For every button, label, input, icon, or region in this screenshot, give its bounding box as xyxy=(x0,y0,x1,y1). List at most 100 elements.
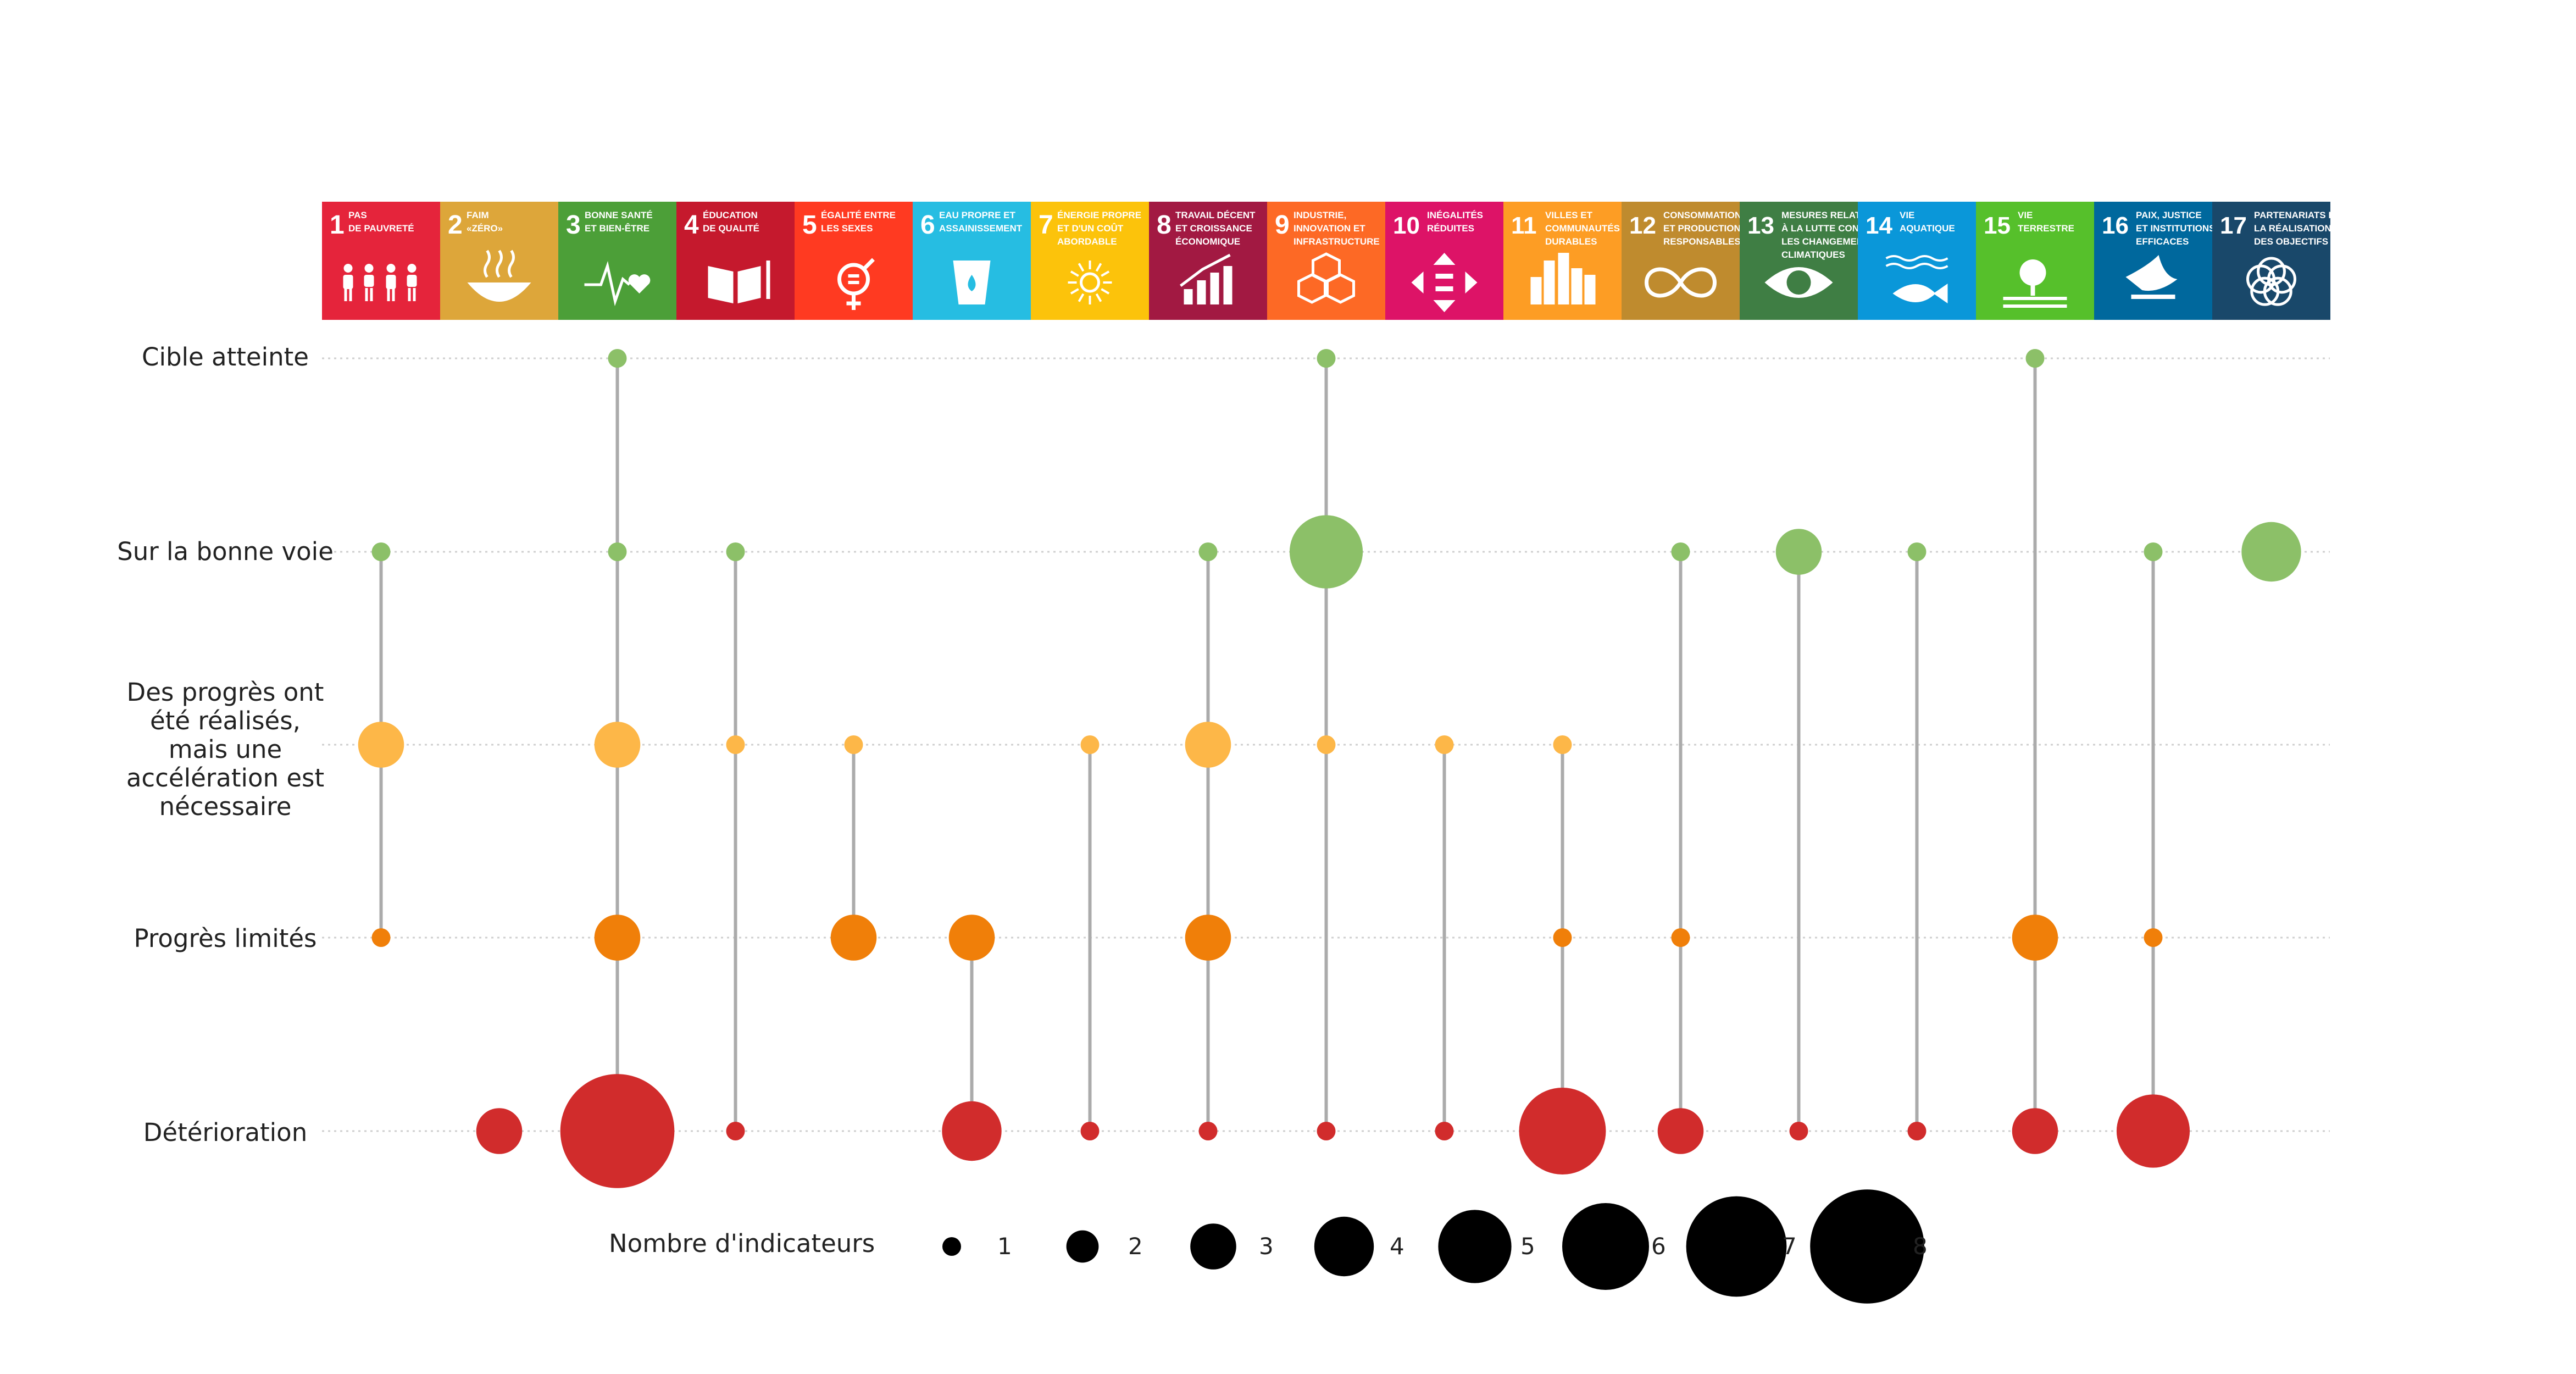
point-sdg-11-acceleration xyxy=(1553,735,1572,754)
legend-circle-2 xyxy=(1066,1230,1099,1263)
point-sdg-3-limites xyxy=(594,915,641,961)
legend-label-3: 3 xyxy=(1259,1233,1274,1260)
point-sdg-3-deterioration xyxy=(560,1074,675,1188)
sdg-label-line: ET PRODUCTION xyxy=(1663,223,1741,234)
sdg-label-line: MESURES RELATIVES xyxy=(1781,210,1882,220)
legend-label-5: 5 xyxy=(1520,1233,1535,1260)
point-sdg-8-acceleration xyxy=(1185,722,1231,768)
point-sdg-14-bonne_voie xyxy=(1907,542,1927,561)
sdg-label-line: PAS xyxy=(348,210,367,220)
sdg-label-line: PARTENARIATS POUR xyxy=(2254,210,2356,220)
sdg-number: 11 xyxy=(1511,212,1537,239)
sdg-number: 15 xyxy=(1984,212,2011,239)
point-sdg-1-limites xyxy=(371,928,391,947)
sdg-number: 6 xyxy=(920,210,935,240)
y-label-acceleration: Des progrès ont été réalisés, mais une a… xyxy=(126,678,325,821)
y-label-cible: Cible atteinte xyxy=(142,342,309,372)
sdg-tile-14: 14 VIE AQUATIQUE xyxy=(1858,202,1976,320)
point-sdg-9-acceleration xyxy=(1317,735,1336,754)
sdg-label-line: VIE xyxy=(1900,210,1914,220)
book-icon xyxy=(708,261,770,303)
city-icon xyxy=(1530,253,1596,304)
point-sdg-11-limites xyxy=(1553,928,1572,947)
point-sdg-17-bonne_voie xyxy=(2241,522,2301,582)
sdg-number: 3 xyxy=(566,210,581,240)
legend-label-1: 1 xyxy=(997,1233,1012,1260)
tree-icon xyxy=(2003,259,2067,308)
growth-icon xyxy=(1180,253,1233,304)
sdg-label-line: INDUSTRIE, xyxy=(1293,210,1346,220)
point-sdg-4-deterioration xyxy=(726,1122,745,1140)
y-label-deterioration: Détérioration xyxy=(143,1118,308,1147)
point-sdg-16-deterioration xyxy=(2116,1094,2190,1168)
heartbeat-icon xyxy=(584,261,651,307)
legend-label-8: 8 xyxy=(1913,1233,1928,1260)
sdg-tile-2: 2 FAIM «ZÉRO» xyxy=(440,202,558,320)
sdg-label-line: ET INSTITUTIONS xyxy=(2136,223,2216,234)
legend-label-2: 2 xyxy=(1128,1233,1143,1260)
sdg-label-line: DE PAUVRETÉ xyxy=(348,223,414,234)
family-icon xyxy=(343,264,417,301)
sdg-number: 12 xyxy=(1629,212,1656,239)
sdg-label-line: BONNE SANTÉ xyxy=(585,210,653,220)
sdg-tile-13: 13 MESURES RELATIVES À LA LUTTE CONTRE LES … xyxy=(1740,202,1882,320)
sdg-tile-16: 16 PAIX, JUSTICE ET INSTITUTIONS EFFICACES xyxy=(2094,202,2216,320)
sdg-number: 17 xyxy=(2220,212,2247,239)
sdg-label-line: EAU PROPRE ET xyxy=(939,210,1015,220)
point-sdg-13-deterioration xyxy=(1789,1122,1808,1140)
sdg-tile-11: 11 VILLES ET COMMUNAUTÉS DURABLES xyxy=(1503,202,1622,320)
sdg-label-line: RÉDUITES xyxy=(1427,223,1474,234)
sdg-tile-5: 5 ÉGALITÉ ENTRE LES SEXES xyxy=(795,202,913,320)
legend-circle-7 xyxy=(1686,1196,1787,1297)
legend-label-6: 6 xyxy=(1651,1233,1666,1260)
legend-circle-1 xyxy=(942,1237,961,1256)
point-sdg-9-deterioration xyxy=(1317,1122,1336,1140)
sdg-number: 9 xyxy=(1275,210,1290,240)
sdg-tile-15: 15 VIE TERRESTRE xyxy=(1976,202,2094,320)
sdg-label-line: INNOVATION ET xyxy=(1293,223,1365,234)
point-sdg-16-limites xyxy=(2144,928,2163,947)
point-sdg-7-acceleration xyxy=(1080,735,1100,754)
sdg-label-line: INÉGALITÉS xyxy=(1427,210,1483,220)
sdg-label-line: CLIMATIQUES xyxy=(1781,250,1845,260)
sdg-tile-6: 6 EAU PROPRE ET ASSAINISSEMENT xyxy=(913,202,1031,320)
point-sdg-3-bonne_voie xyxy=(608,542,627,561)
rings-icon xyxy=(2246,257,2297,306)
sdg-label-line: ASSAINISSEMENT xyxy=(939,223,1023,234)
sdg-tile-bg xyxy=(1622,202,1740,320)
point-sdg-15-deterioration xyxy=(2012,1108,2058,1154)
sdg-number: 8 xyxy=(1157,210,1172,240)
point-sdg-5-limites xyxy=(830,915,877,961)
eye-globe-icon xyxy=(1764,267,1833,298)
point-sdg-12-bonne_voie xyxy=(1671,542,1690,561)
sdg-label-line: EFFICACES xyxy=(2136,236,2189,247)
sdg-tile-bg xyxy=(1267,202,1385,320)
point-sdg-6-deterioration xyxy=(942,1101,1002,1161)
sdg-tile-1: 1 PAS DE PAUVRETÉ xyxy=(322,202,440,320)
point-sdg-15-limites xyxy=(2012,915,2058,961)
sdg-label-line: À LA LUTTE CONTRE xyxy=(1781,223,1878,234)
sdg-label-line: TRAVAIL DÉCENT xyxy=(1175,210,1256,220)
sdg-label-line: LA RÉALISATION xyxy=(2254,223,2331,234)
legend-circle-5 xyxy=(1438,1210,1512,1283)
sdg-label-line: FAIM xyxy=(467,210,489,220)
sdg-label-line: DE QUALITÉ xyxy=(703,223,759,234)
bowl-icon xyxy=(467,250,531,302)
sdg-tile-bg xyxy=(1149,202,1267,320)
water-icon xyxy=(953,261,991,304)
sdg-tile-bg xyxy=(1740,202,1858,320)
sdg-label-line: ÉNERGIE PROPRE xyxy=(1057,210,1141,220)
legend-circle-8 xyxy=(1810,1189,1924,1304)
sdg-label-line: ÉDUCATION xyxy=(703,210,758,220)
legend-label-7: 7 xyxy=(1782,1233,1797,1260)
sdg-tile-8: 8 TRAVAIL DÉCENT ET CROISSANCE ÉCONOMIQUE xyxy=(1149,202,1267,320)
point-sdg-5-acceleration xyxy=(844,735,863,754)
sdg-tile-row: 1 PAS DE PAUVRETÉ 2 FAIM «ZÉRO» 3 BONNE SANTÉ ET… xyxy=(322,202,2356,320)
point-sdg-1-acceleration xyxy=(358,722,404,768)
sdg-label-line: LES CHANGEMENTS xyxy=(1781,236,1875,247)
legend-circle-4 xyxy=(1314,1216,1374,1277)
sdg-label-line: ÉGALITÉ ENTRE xyxy=(821,210,896,220)
point-sdg-3-cible xyxy=(608,349,627,368)
point-sdg-14-deterioration xyxy=(1907,1122,1927,1140)
